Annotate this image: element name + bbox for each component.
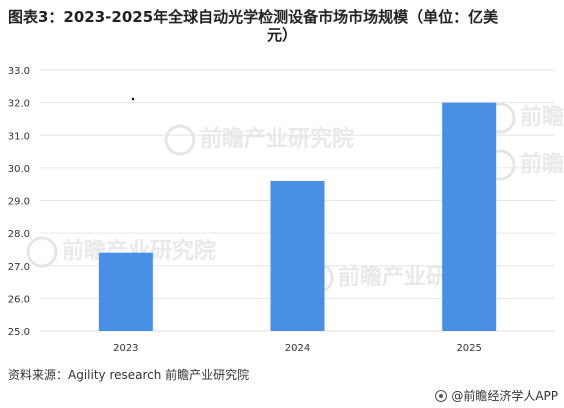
y-tick-label: 26.0: [8, 294, 30, 305]
bar-2025: [442, 102, 497, 331]
svg-text:前瞻产业研究院: 前瞻产业研究院: [520, 104, 564, 130]
x-tick-label: 2025: [456, 343, 481, 354]
chart-title: 图表3：2023-2025年全球自动光学检测设备市场市场规模（单位：亿美 元）: [8, 8, 556, 44]
brand-label: @前瞻经济学人APP: [451, 389, 558, 403]
x-tick-label: 2024: [285, 343, 310, 354]
svg-text:前瞻产业研究院: 前瞻产业研究院: [200, 126, 354, 152]
bars: [98, 102, 497, 331]
y-tick-label: 28.0: [8, 229, 30, 240]
bar-chart: 前瞻产业研究院 前瞻产业研究院 前瞻产业研究院 前瞻产业研究院 前瞻产业研究院 …: [8, 66, 564, 354]
y-tick-label: 30.0: [8, 164, 30, 175]
y-tick-label: 29.0: [8, 197, 30, 208]
bar-2023: [98, 252, 153, 331]
watermark-logo-5: 前瞻产业研究院: [484, 102, 564, 134]
chart-title-line2: 元）: [266, 26, 297, 44]
x-axis-tick-labels: 2023 2024 2025: [113, 343, 482, 354]
x-tick-label: 2023: [113, 343, 138, 354]
y-tick-label: 27.0: [8, 262, 30, 273]
y-tick-label: 33.0: [8, 66, 30, 77]
bar-2024: [270, 180, 325, 331]
y-axis-tick-labels: 25.0 26.0 27.0 28.0 29.0 30.0 31.0 32.0 33.0: [8, 66, 30, 338]
stray-dot: [131, 97, 135, 101]
watermark-logo-4: 前瞻产业研究院: [484, 149, 564, 181]
watermark-logo-1: 前瞻产业研究院: [164, 124, 354, 156]
brand-footer: @前瞻经济学人APP: [435, 387, 558, 404]
watermarks: 前瞻产业研究院 前瞻产业研究院 前瞻产业研究院 前瞻产业研究院 前瞻产业研究院: [26, 102, 564, 294]
svg-text:前瞻产业研究院: 前瞻产业研究院: [520, 151, 564, 177]
chart-title-line1: 图表3：2023-2025年全球自动光学检测设备市场市场规模（单位：亿美: [8, 8, 499, 26]
y-tick-label: 25.0: [8, 327, 30, 338]
y-tick-label: 32.0: [8, 99, 30, 110]
y-tick-label: 31.0: [8, 131, 30, 142]
brand-logo-icon: [435, 389, 448, 402]
source-note: 资料来源：Agility research 前瞻产业研究院: [8, 368, 250, 382]
